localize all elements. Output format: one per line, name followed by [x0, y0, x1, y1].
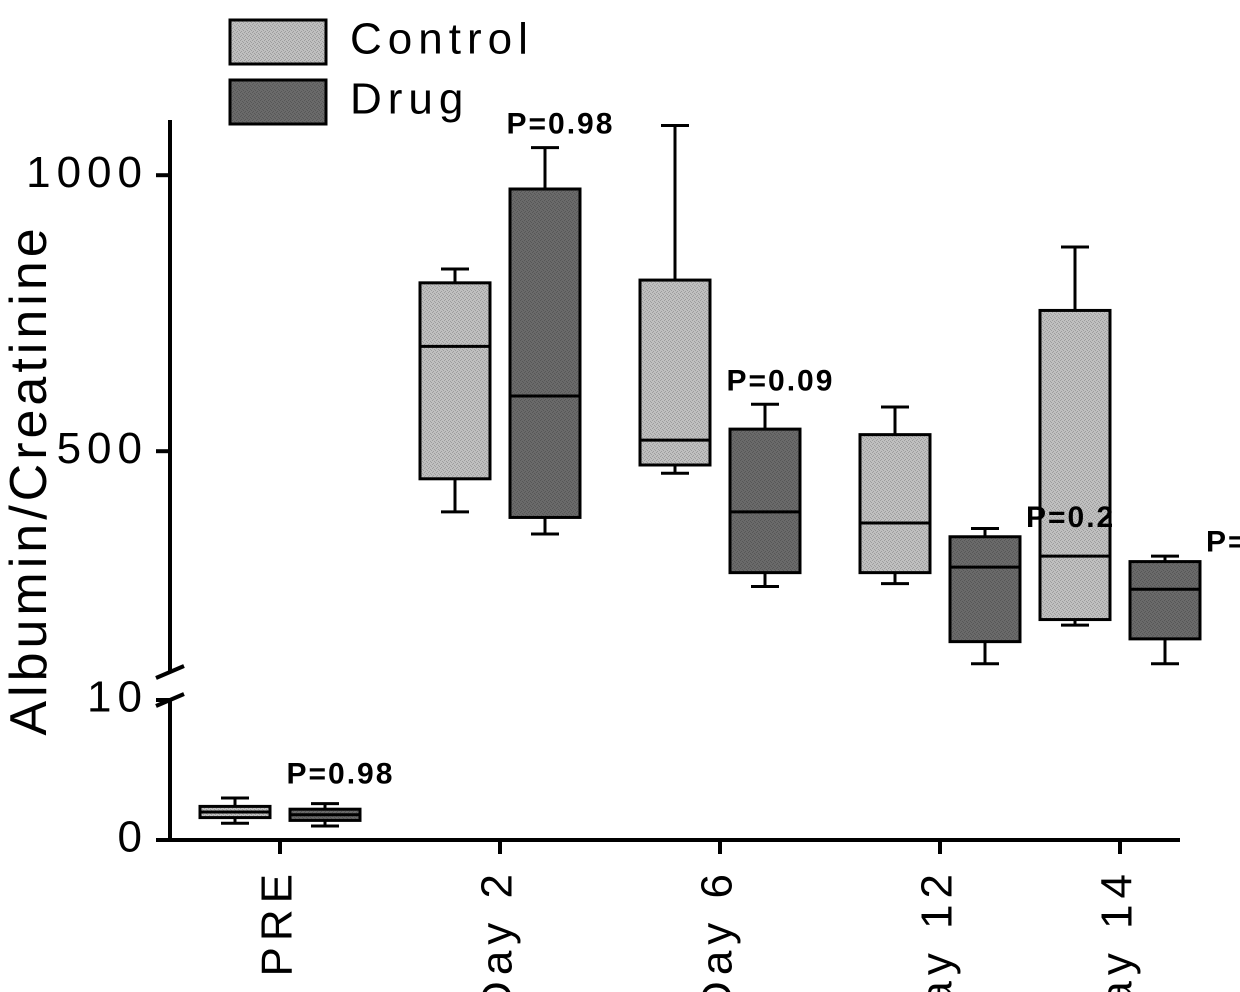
y-axis-title: Albumin/Creatinine: [0, 224, 58, 735]
box-drug: [510, 148, 580, 534]
p-value-label: P=0.98: [287, 758, 395, 791]
x-tick-label: Day 12: [913, 868, 962, 992]
box-drug: [730, 404, 800, 586]
p-value-label: P=0.98: [507, 108, 615, 141]
legend-swatch: [230, 80, 326, 124]
y-tick-label: 10: [87, 673, 148, 722]
x-tick-label: PRE: [253, 868, 302, 976]
box-drug: [950, 528, 1020, 663]
box-control: [860, 407, 930, 584]
box-control: [640, 126, 710, 474]
p-value-label: P=0.10: [1206, 526, 1240, 559]
legend-swatch: [230, 20, 326, 64]
x-tick-label: Day 2: [473, 868, 522, 992]
box-control: [420, 269, 490, 512]
legend-label: Drug: [350, 75, 469, 124]
y-tick-label: 1000: [26, 148, 148, 197]
x-tick-label: Day 6: [693, 868, 742, 992]
y-tick-label: 0: [118, 813, 148, 862]
legend-label: Control: [350, 15, 534, 64]
y-tick-label: 500: [57, 424, 148, 473]
x-tick-label: Day 14: [1093, 868, 1142, 992]
box-drug: [290, 804, 360, 826]
box-drug: [1130, 556, 1200, 664]
box-control: [1040, 247, 1110, 625]
box-control: [200, 798, 270, 823]
boxplot-chart: 0 10 500 1000 PRE Day 2 Day 6 Day 12 Day 14 Album…: [0, 0, 1240, 992]
p-value-label: P=0.2: [1026, 501, 1115, 534]
p-value-label: P=0.09: [727, 364, 835, 397]
